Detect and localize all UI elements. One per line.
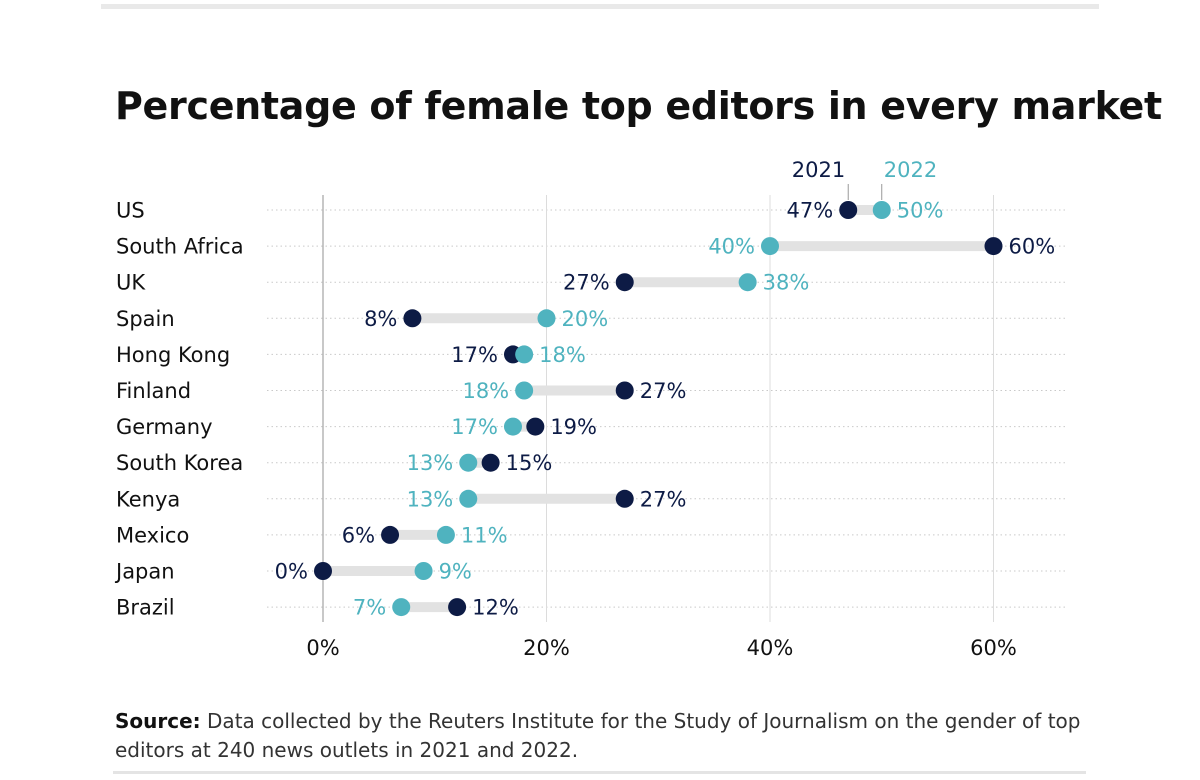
category-label: US [116,199,145,223]
value-label-2022: 11% [461,523,508,547]
category-label: Mexico [116,523,189,547]
dot-2021 [314,562,332,580]
dot-2021 [984,237,1003,256]
dot-2022 [515,345,534,364]
dot-2021 [839,201,858,219]
value-label-2022: 50% [897,199,944,223]
value-label-2021: 0% [275,560,308,584]
value-label-2022: 13% [407,451,454,475]
value-label-2022: 13% [407,487,454,511]
x-tick-label: 20% [523,636,570,660]
category-label: South Korea [116,451,243,475]
dot-2021 [526,417,545,436]
dot-2021 [381,525,400,544]
value-label-2022: 20% [562,307,609,331]
dot-2022 [459,453,478,472]
value-label-2021: 15% [506,451,553,475]
dot-2021 [403,309,422,328]
dot-2022 [515,381,534,400]
chart-title: Percentage of female top editors in ever… [115,84,1162,128]
x-tick-label: 60% [970,636,1017,660]
category-label: Germany [116,415,213,439]
dot-2022 [738,273,757,292]
value-label-2022: 9% [439,560,472,584]
dot-2022 [436,525,455,544]
value-label-2022: 17% [451,415,498,439]
source-text: Data collected by the Reuters Institute … [115,709,1081,762]
dot-2022 [872,201,891,219]
legend-2022: 2022 [884,158,937,182]
category-label: Finland [116,379,191,403]
category-label: Spain [116,307,175,331]
category-label: Brazil [116,596,175,620]
dot-2022 [459,489,478,508]
legend-2021: 2021 [792,158,845,182]
dot-2021 [615,273,634,292]
value-label-2021: 60% [1009,235,1056,259]
value-label-2022: 40% [708,235,755,259]
dot-2021 [615,489,634,508]
dot-2022 [537,309,556,328]
category-label: Hong Kong [116,343,230,367]
source-label: Source: [115,709,201,733]
source-note: Source: Data collected by the Reuters In… [115,707,1105,765]
value-label-2021: 12% [472,596,519,620]
dot-2021 [448,598,467,617]
value-label-2021: 27% [640,379,687,403]
category-label: Japan [114,560,175,584]
value-label-2022: 18% [462,379,509,403]
dot-2022 [414,562,433,580]
value-label-2021: 27% [640,487,687,511]
value-label-2022: 18% [539,343,586,367]
dumbbell-chart: 0% 20% 40% 60% 2021 2022 US 47% 50% South Africa 4… [114,158,1066,660]
value-label-2022: 7% [353,596,386,620]
value-label-2022: 38% [763,271,810,295]
category-label: UK [116,271,146,295]
top-divider [101,4,1099,9]
category-label: South Africa [116,235,244,259]
value-label-2021: 8% [364,307,397,331]
dot-2022 [392,598,411,617]
bottom-divider [113,771,1086,774]
x-tick-label: 40% [747,636,794,660]
value-label-2021: 17% [451,343,498,367]
category-label: Kenya [116,487,180,511]
dot-2021 [481,453,500,472]
value-label-2021: 47% [787,199,834,223]
value-label-2021: 19% [550,415,597,439]
dot-2022 [761,237,779,256]
value-label-2021: 27% [563,271,610,295]
dot-2022 [503,417,522,436]
dot-2021 [615,381,634,400]
x-tick-label: 0% [306,636,339,660]
value-label-2021: 6% [342,523,375,547]
